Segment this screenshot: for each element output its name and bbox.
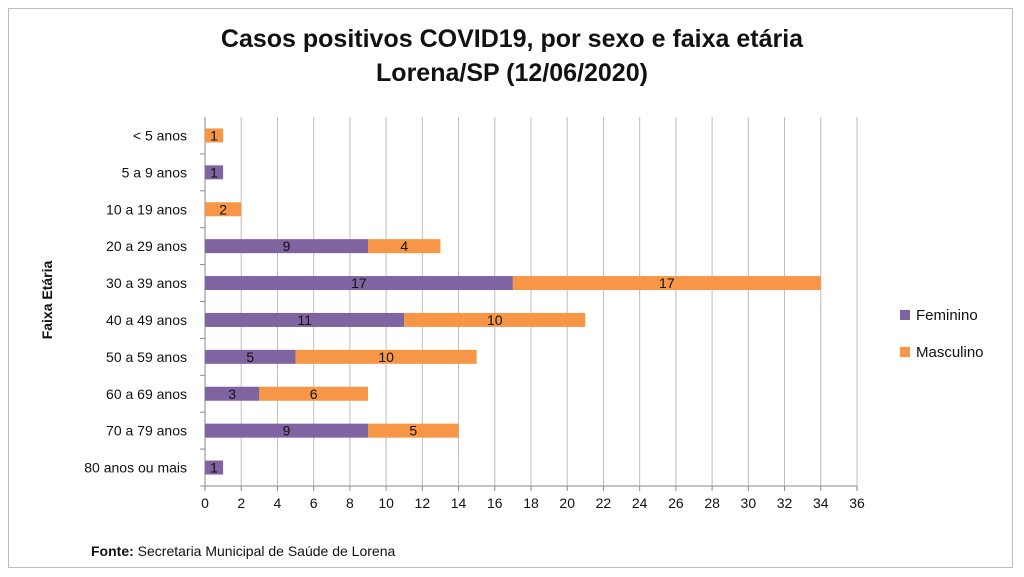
data-label-masculino-40-a-49-anos: 10	[487, 312, 503, 328]
bar-feminino-40-a-49-anos	[205, 312, 405, 327]
bar-masculino-50-a-59-anos	[295, 349, 477, 364]
data-label-feminino-50-a-59-anos: 5	[246, 349, 254, 365]
x-tick-label-24: 24	[632, 495, 648, 511]
chart-title-block: Casos positivos COVID19, por sexo e faix…	[0, 22, 1024, 90]
legend-item-feminino: Feminino	[900, 305, 984, 325]
x-tick-label-20: 20	[559, 495, 575, 511]
x-tick-label-32: 32	[777, 495, 793, 511]
y-tick-label-5-anos: < 5 anos	[133, 127, 187, 143]
x-tick-label-12: 12	[415, 495, 431, 511]
bar-feminino-80-anos-ou-mais	[205, 460, 224, 475]
y-tick-label-50-a-59-anos: 50 a 59 anos	[106, 349, 187, 365]
legend-swatch-masculino	[900, 347, 910, 357]
x-tick-label-36: 36	[849, 495, 865, 511]
bar-feminino-50-a-59-anos	[205, 349, 296, 364]
bar-masculino-40-a-49-anos	[404, 312, 586, 327]
source-label: Fonte:	[91, 543, 134, 559]
data-label-masculino-20-a-29-anos: 4	[400, 238, 408, 254]
bar-masculino-20-a-29-anos	[368, 239, 441, 254]
bar-masculino-10-a-19-anos	[205, 202, 242, 217]
x-tick-label-28: 28	[704, 495, 720, 511]
chart-subtitle: Lorena/SP (12/06/2020)	[376, 59, 648, 87]
data-label-masculino-5-anos: 1	[210, 127, 218, 143]
data-label-masculino-30-a-39-anos: 17	[659, 275, 675, 291]
chart-title: Casos positivos COVID19, por sexo e faix…	[220, 25, 804, 53]
y-tick-label-10-a-19-anos: 10 a 19 anos	[106, 201, 187, 217]
data-label-feminino-5-a-9-anos: 1	[210, 164, 218, 180]
x-tick-label-26: 26	[668, 495, 684, 511]
data-label-masculino-10-a-19-anos: 2	[219, 201, 227, 217]
data-label-feminino-30-a-39-anos: 17	[351, 275, 367, 291]
data-label-feminino-80-anos-ou-mais: 1	[210, 460, 218, 476]
source-note: Fonte: Secretaria Municipal de Saúde de …	[91, 543, 395, 559]
x-tick-label-6: 6	[310, 495, 318, 511]
x-tick-label-0: 0	[201, 495, 209, 511]
bar-feminino-5-a-9-anos	[205, 165, 224, 180]
x-tick-label-22: 22	[596, 495, 612, 511]
source-text: Secretaria Municipal de Saúde de Lorena	[133, 543, 396, 559]
x-tick-label-34: 34	[813, 495, 829, 511]
bar-masculino-60-a-69-anos	[259, 386, 368, 401]
data-label-feminino-70-a-79-anos: 9	[283, 423, 291, 439]
data-label-masculino-60-a-69-anos: 6	[310, 386, 318, 402]
bar-feminino-20-a-29-anos	[205, 239, 368, 254]
y-tick-label-30-a-39-anos: 30 a 39 anos	[106, 275, 187, 291]
bar-masculino-5-anos	[205, 128, 224, 143]
data-label-feminino-40-a-49-anos: 11	[297, 312, 312, 328]
data-label-feminino-60-a-69-anos: 3	[228, 386, 236, 402]
x-tick-label-8: 8	[346, 495, 354, 511]
y-tick-label-5-a-9-anos: 5 a 9 anos	[122, 164, 187, 180]
legend-swatch-feminino	[900, 310, 910, 320]
legend: Feminino Masculino	[900, 305, 984, 379]
legend-label-masculino: Masculino	[916, 343, 984, 361]
y-tick-label-80-anos-ou-mais: 80 anos ou mais	[84, 460, 187, 476]
x-tick-label-2: 2	[237, 495, 245, 511]
bar-feminino-60-a-69-anos	[205, 386, 260, 401]
bar-feminino-70-a-79-anos	[205, 423, 368, 438]
x-tick-label-16: 16	[487, 495, 503, 511]
y-tick-label-60-a-69-anos: 60 a 69 anos	[106, 386, 187, 402]
data-label-feminino-20-a-29-anos: 9	[283, 238, 291, 254]
bar-masculino-70-a-79-anos	[368, 423, 459, 438]
x-tick-label-4: 4	[274, 495, 282, 511]
x-tick-label-14: 14	[451, 495, 467, 511]
x-tick-label-10: 10	[378, 495, 394, 511]
x-tick-label-18: 18	[523, 495, 539, 511]
bar-feminino-30-a-39-anos	[205, 276, 513, 291]
legend-label-feminino: Feminino	[916, 306, 978, 324]
y-tick-label-20-a-29-anos: 20 a 29 anos	[106, 238, 187, 254]
data-label-masculino-50-a-59-anos: 10	[378, 349, 394, 365]
legend-item-masculino: Masculino	[900, 342, 984, 362]
y-tick-label-40-a-49-anos: 40 a 49 anos	[106, 312, 187, 328]
y-tick-label-70-a-79-anos: 70 a 79 anos	[106, 423, 187, 439]
bar-masculino-30-a-39-anos	[512, 276, 821, 291]
x-tick-label-30: 30	[741, 495, 757, 511]
data-label-masculino-70-a-79-anos: 5	[409, 423, 417, 439]
